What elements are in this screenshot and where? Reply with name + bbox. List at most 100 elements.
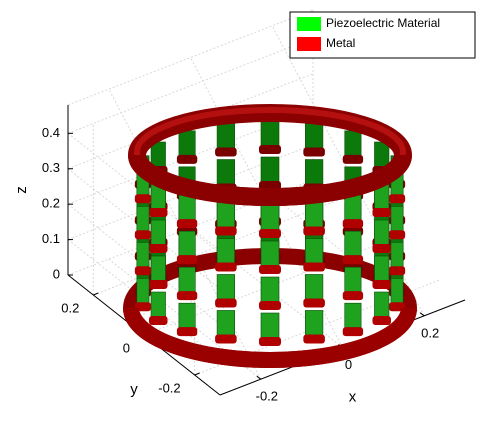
piezo-block — [261, 241, 279, 267]
metal-block — [372, 244, 391, 253]
z-tick-label: 0.4 — [42, 125, 60, 140]
metal-block — [177, 327, 197, 336]
legend-swatch — [297, 37, 321, 51]
piezo-block — [179, 131, 195, 157]
piezo-block — [261, 205, 279, 231]
piezo-block — [151, 292, 166, 318]
piezo-block — [137, 278, 149, 304]
piezo-block — [217, 202, 235, 228]
metal-block — [177, 255, 197, 264]
y-tick — [93, 293, 98, 295]
metal-block — [372, 208, 391, 217]
metal-block — [259, 145, 281, 154]
metal-block — [149, 280, 168, 289]
legend-swatch — [297, 17, 321, 31]
metal-block — [215, 298, 237, 307]
y-tick — [195, 373, 200, 375]
z-tick-label: 0.2 — [42, 196, 60, 211]
piezo-block — [151, 220, 166, 246]
legend-label: Metal — [326, 36, 355, 50]
metal-block — [303, 226, 325, 235]
metal-block — [303, 298, 325, 307]
y-tick-label: 0.2 — [61, 300, 79, 315]
legend-label: Piezoelectric Material — [326, 16, 440, 30]
metal-block — [343, 155, 363, 164]
piezo-block — [345, 303, 361, 329]
metal-block — [259, 337, 281, 346]
piezo-block — [151, 142, 166, 168]
chart: 00.10.20.30.4-0.200.2-0.200.2zyx Piezoel… — [0, 0, 495, 428]
piezo-block — [217, 310, 235, 336]
piezo-block — [305, 238, 323, 264]
x-tick-label: 0.2 — [421, 325, 439, 340]
piezo-block — [217, 274, 235, 300]
x-tick-label: -0.2 — [256, 389, 278, 404]
piezo-block — [261, 157, 279, 183]
piezo-block — [217, 160, 235, 186]
piezo-block — [391, 242, 403, 268]
piezo-block — [179, 303, 195, 329]
piezo-block — [261, 277, 279, 303]
piezo-block — [374, 256, 389, 282]
metal-block — [343, 255, 363, 264]
metal-block — [149, 208, 168, 217]
piezo-block — [374, 220, 389, 246]
metal-block — [372, 316, 391, 325]
metal-block — [135, 266, 151, 275]
metal-block — [177, 291, 197, 300]
metal-block — [303, 262, 325, 271]
z-tick-label: 0.1 — [42, 231, 60, 246]
piezo-block — [179, 231, 195, 257]
piezo-block — [217, 238, 235, 264]
metal-block — [259, 229, 281, 238]
metal-block — [177, 155, 197, 164]
metal-block — [215, 334, 237, 343]
x-axis-label: x — [349, 388, 357, 405]
metal-block — [343, 291, 363, 300]
metal-block — [135, 194, 151, 203]
metal-block — [389, 230, 405, 239]
y-axis-label: y — [130, 381, 138, 398]
z-axis-label: z — [13, 186, 30, 194]
piezo-block — [151, 256, 166, 282]
piezo-block — [179, 267, 195, 293]
piezo-block — [345, 195, 361, 221]
metal-block — [389, 266, 405, 275]
metal-block — [343, 219, 363, 228]
metal-block — [372, 280, 391, 289]
y-tick-label: 0 — [123, 340, 130, 355]
z-tick-label: 0.3 — [42, 160, 60, 175]
metal-block — [149, 316, 168, 325]
piezo-block — [217, 124, 235, 150]
piezo-block — [305, 310, 323, 336]
piezo-block — [261, 313, 279, 339]
piezo-block — [374, 142, 389, 168]
piezo-block — [305, 274, 323, 300]
piezo-block — [345, 267, 361, 293]
metal-block — [259, 265, 281, 274]
metal-block — [303, 334, 325, 343]
metal-block — [215, 226, 237, 235]
piezo-block — [305, 160, 323, 186]
z-tick-label: 0 — [53, 266, 60, 281]
piezo-block — [261, 121, 279, 147]
piezo-block — [179, 195, 195, 221]
metal-block — [303, 148, 325, 157]
piezo-block — [137, 242, 149, 268]
metal-block — [149, 244, 168, 253]
metal-block — [177, 219, 197, 228]
metal-block — [135, 230, 151, 239]
metal-block — [215, 262, 237, 271]
metal-block — [343, 327, 363, 336]
piezo-block — [391, 206, 403, 232]
piezo-block — [345, 131, 361, 157]
piezo-block — [305, 124, 323, 150]
metal-block — [389, 194, 405, 203]
piezo-block — [374, 292, 389, 318]
piezo-block — [345, 231, 361, 257]
piezo-block — [305, 202, 323, 228]
piezo-block — [137, 206, 149, 232]
metal-block — [215, 148, 237, 157]
legend: Piezoelectric Material Metal — [290, 12, 475, 58]
y-tick-label: -0.2 — [158, 380, 180, 395]
